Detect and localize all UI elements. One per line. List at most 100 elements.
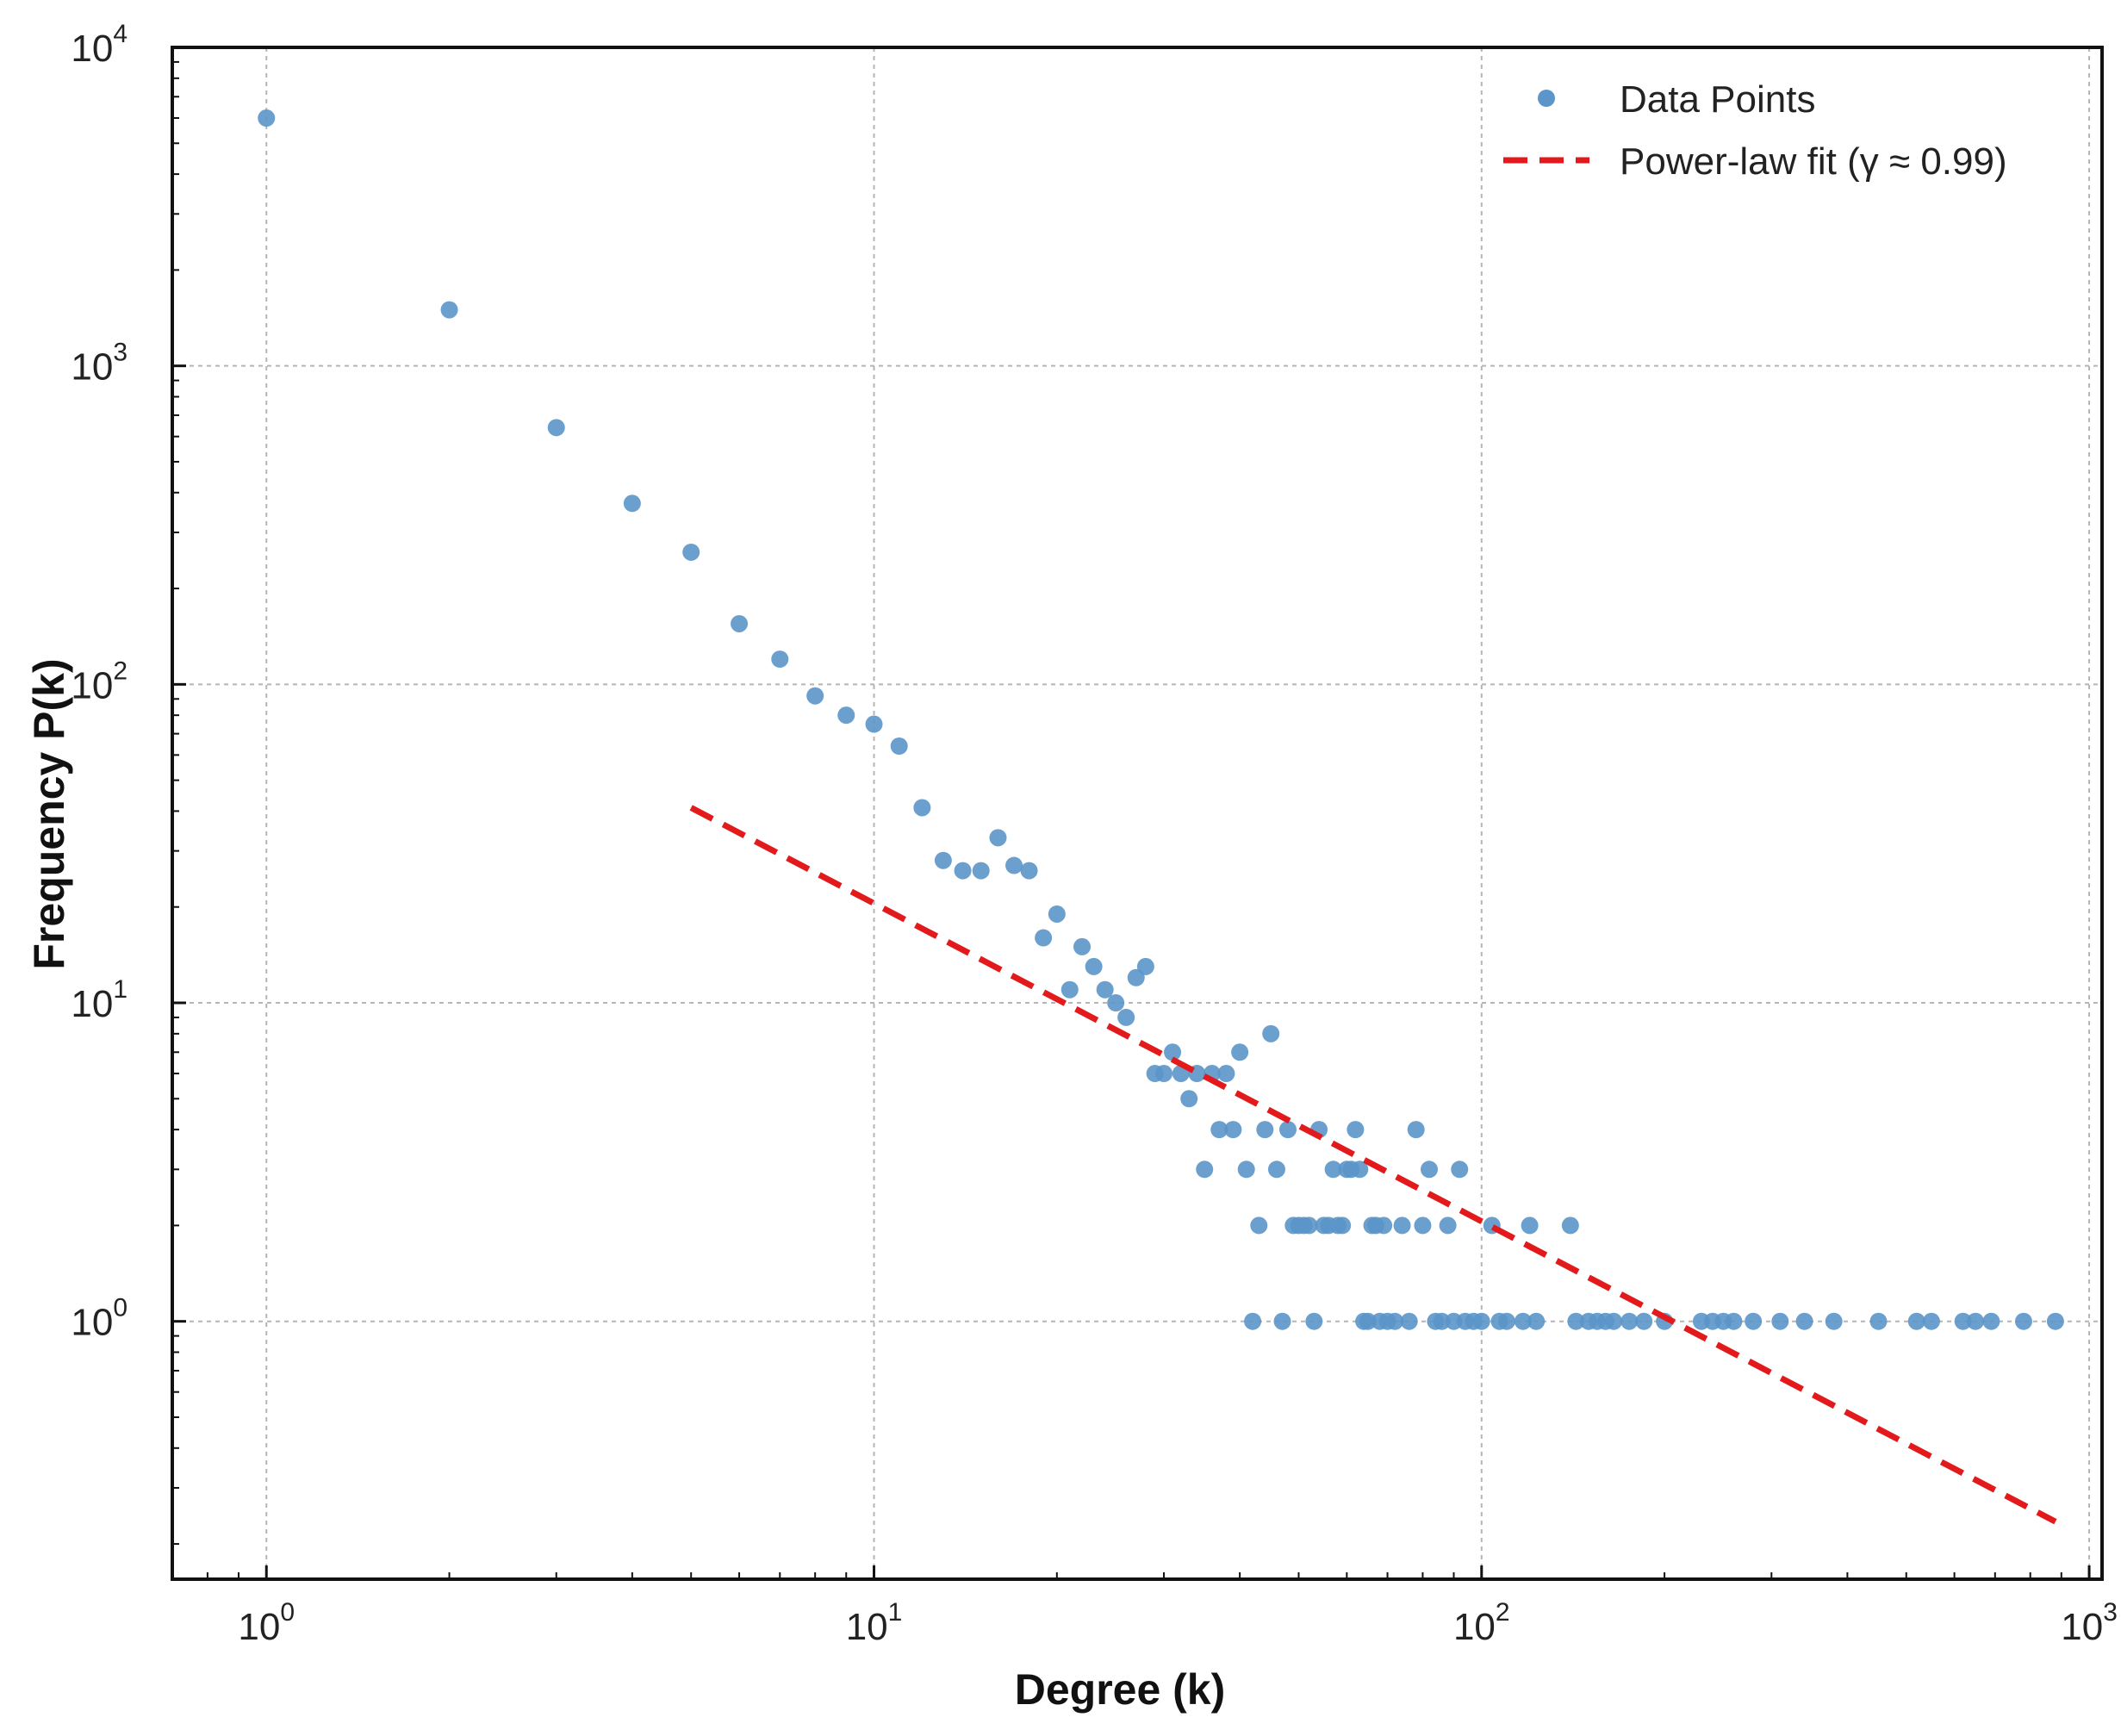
data-point	[1567, 1312, 1585, 1330]
data-point	[1256, 1121, 1274, 1139]
data-point	[1561, 1216, 1579, 1235]
data-point	[1527, 1312, 1546, 1330]
data-point	[1497, 1312, 1515, 1330]
data-point	[1982, 1312, 2000, 1330]
data-point	[1096, 980, 1114, 999]
legend-marker-data-points	[1538, 90, 1555, 107]
data-point	[934, 851, 952, 869]
plot-frame	[171, 46, 2104, 1581]
data-point	[1954, 1312, 1972, 1330]
data-point	[1347, 1121, 1365, 1139]
data-point	[682, 543, 700, 561]
y-tick-label: 103	[71, 339, 128, 389]
data-point	[1825, 1312, 1843, 1330]
data-point	[1472, 1312, 1490, 1330]
data-point	[1620, 1312, 1639, 1330]
data-point	[1400, 1312, 1418, 1330]
data-point	[1869, 1312, 1888, 1330]
data-point	[1514, 1312, 1532, 1330]
data-point	[1231, 1043, 1249, 1061]
data-point	[1117, 1008, 1135, 1026]
fit-line-series	[689, 805, 2057, 1525]
data-point	[1439, 1216, 1457, 1235]
data-point	[989, 829, 1007, 847]
x-tick-label: 102	[1453, 1598, 1510, 1648]
data-point	[1060, 980, 1079, 999]
scatter-series	[258, 109, 2064, 1330]
y-tick-label: 102	[71, 656, 128, 706]
data-point	[1433, 1312, 1451, 1330]
data-point	[1967, 1312, 1985, 1330]
x-tick-label: 101	[846, 1598, 903, 1648]
data-point	[1273, 1312, 1291, 1330]
data-point	[1407, 1121, 1425, 1139]
data-point	[1745, 1312, 1763, 1330]
data-point	[1421, 1160, 1439, 1179]
data-point	[806, 687, 824, 705]
x-axis: 100 101 102 103	[171, 1565, 2118, 1648]
data-point	[547, 419, 565, 437]
data-point	[1725, 1312, 1743, 1330]
data-point	[1922, 1312, 1940, 1330]
y-tick-label: 100	[71, 1294, 128, 1344]
data-point	[771, 650, 789, 669]
data-point	[731, 614, 749, 632]
data-point	[440, 301, 458, 319]
data-point	[1035, 929, 1053, 947]
data-point	[1451, 1160, 1469, 1179]
legend-label-fit: Power-law fit (γ ≈ 0.99)	[1620, 140, 2007, 183]
data-point	[1155, 1065, 1173, 1083]
data-point	[1085, 957, 1103, 975]
data-point	[1180, 1090, 1198, 1108]
data-point	[1250, 1216, 1268, 1235]
y-axis-title: Frequency P(k)	[25, 658, 73, 969]
data-point	[1048, 905, 1066, 923]
data-point	[1136, 957, 1154, 975]
data-point	[890, 737, 908, 755]
data-point	[1164, 1043, 1182, 1061]
data-point	[1305, 1312, 1323, 1330]
data-point	[2046, 1312, 2064, 1330]
data-point	[623, 495, 641, 513]
data-point	[865, 715, 883, 733]
data-point	[954, 862, 972, 880]
data-point	[972, 862, 990, 880]
x-axis-title: Degree (k)	[1015, 1665, 1226, 1714]
data-point	[1334, 1216, 1352, 1235]
data-point	[1351, 1160, 1369, 1179]
data-point	[1210, 1121, 1228, 1139]
data-point	[1107, 994, 1125, 1012]
data-point	[1907, 1312, 1925, 1330]
data-point	[1771, 1312, 1789, 1330]
data-point	[1414, 1216, 1432, 1235]
legend-label-data-points: Data Points	[1620, 78, 1815, 121]
data-point	[258, 109, 276, 128]
data-point	[1237, 1160, 1255, 1179]
data-point	[1375, 1216, 1393, 1235]
grid-lines	[172, 47, 2102, 1579]
data-point	[1393, 1216, 1411, 1235]
data-point	[1262, 1024, 1280, 1042]
y-axis: 100 101 102 103 104	[71, 20, 186, 1546]
data-point	[1073, 937, 1092, 955]
data-point	[1005, 856, 1023, 874]
data-point	[837, 706, 855, 725]
data-point	[2014, 1312, 2032, 1330]
y-tick-label: 101	[71, 975, 128, 1025]
data-point	[1521, 1216, 1539, 1235]
data-point	[1020, 862, 1038, 880]
power-law-fit-line	[689, 805, 2057, 1525]
data-point	[1605, 1312, 1623, 1330]
legend: Data Points Power-law fit (γ ≈ 0.99)	[1503, 78, 2007, 183]
data-point	[1278, 1121, 1297, 1139]
data-point	[913, 799, 931, 817]
x-tick-label: 103	[2061, 1598, 2118, 1648]
data-point	[1244, 1312, 1262, 1330]
data-point	[1359, 1312, 1377, 1330]
x-tick-label: 100	[238, 1598, 295, 1648]
data-point	[1267, 1160, 1285, 1179]
data-point	[1324, 1160, 1342, 1179]
y-tick-label: 104	[71, 20, 128, 70]
data-point	[1217, 1065, 1235, 1083]
